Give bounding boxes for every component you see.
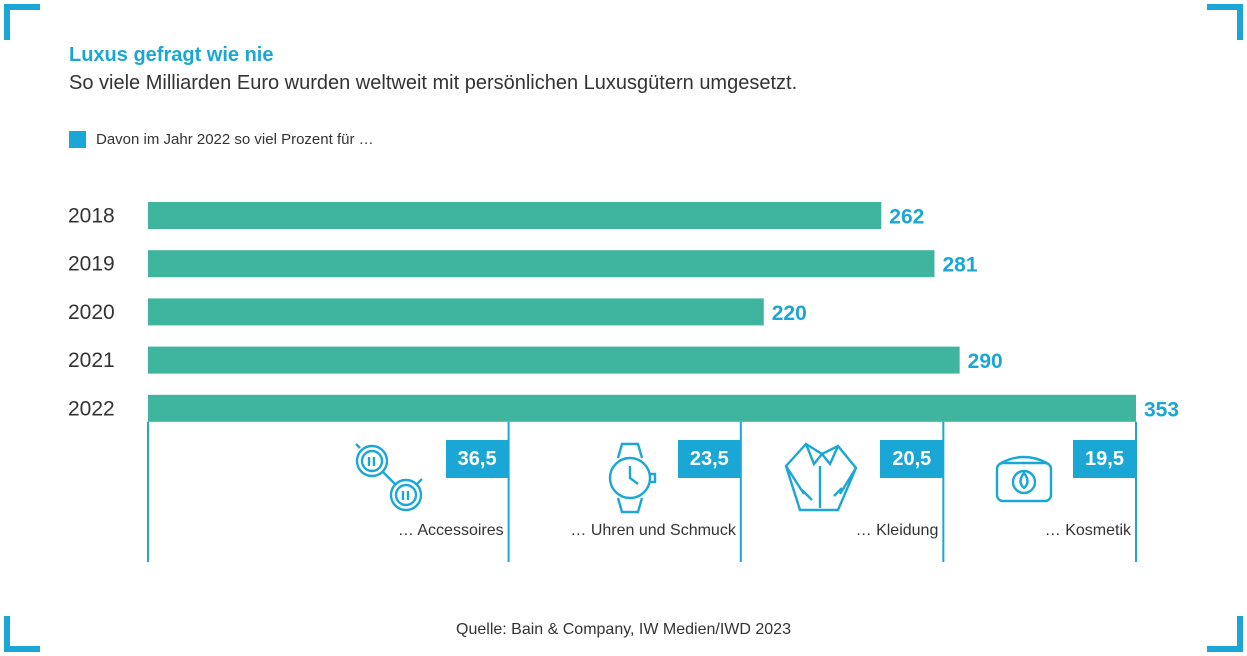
value-label-2022: 353 bbox=[1144, 398, 1179, 421]
chart-title: Luxus gefragt wie nie bbox=[69, 44, 274, 66]
cosmetics-jar-icon bbox=[993, 451, 1055, 510]
share-label-1: … Uhren und Schmuck bbox=[570, 522, 736, 539]
value-label-2020: 220 bbox=[772, 302, 807, 325]
value-label-2018: 262 bbox=[889, 206, 924, 229]
year-label-2021: 2021 bbox=[68, 349, 115, 372]
year-label-2019: 2019 bbox=[68, 253, 115, 276]
value-label-2019: 281 bbox=[942, 254, 977, 277]
share-label-3: … Kosmetik bbox=[1044, 522, 1131, 539]
share-label-0: … Accessoires bbox=[397, 522, 504, 539]
share-value-0: 36,5 bbox=[445, 440, 509, 478]
shirt-icon bbox=[778, 436, 862, 525]
share-value-3: 19,5 bbox=[1073, 440, 1136, 478]
year-label-2020: 2020 bbox=[68, 301, 115, 324]
value-label-2021: 290 bbox=[968, 350, 1003, 373]
year-label-2022: 2022 bbox=[68, 397, 115, 420]
bar-2021 bbox=[148, 346, 960, 374]
year-label-2018: 2018 bbox=[68, 205, 115, 228]
legend: Davon im Jahr 2022 so viel Prozent für … bbox=[69, 131, 374, 148]
chart-subtitle: So viele Milliarden Euro wurden weltweit… bbox=[69, 72, 798, 94]
bar-2022 bbox=[148, 394, 1136, 422]
sunglasses-icon bbox=[350, 439, 428, 522]
corner-frame-bottom-right bbox=[1207, 616, 1243, 652]
corner-frame-top-right bbox=[1207, 4, 1243, 40]
share-value-1: 23,5 bbox=[677, 440, 741, 478]
source-note: Quelle: Bain & Company, IW Medien/IWD 20… bbox=[456, 621, 791, 638]
corner-frame-top-left bbox=[4, 4, 40, 40]
watch-icon bbox=[600, 442, 660, 519]
legend-label: Davon im Jahr 2022 so viel Prozent für … bbox=[96, 131, 374, 148]
legend-swatch bbox=[69, 131, 86, 148]
bar-2018 bbox=[148, 202, 882, 229]
share-label-2: … Kleidung bbox=[855, 522, 939, 539]
bar-2020 bbox=[148, 298, 764, 326]
bar-2019 bbox=[148, 250, 935, 278]
share-value-2: 20,5 bbox=[880, 440, 944, 478]
corner-frame-bottom-left bbox=[4, 616, 40, 652]
